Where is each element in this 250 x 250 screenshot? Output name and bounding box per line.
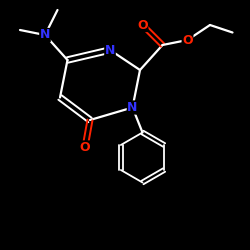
- Text: O: O: [137, 18, 148, 32]
- Text: N: N: [105, 44, 115, 57]
- Text: O: O: [182, 34, 193, 46]
- Text: N: N: [40, 28, 50, 42]
- Text: O: O: [80, 141, 90, 154]
- Text: N: N: [127, 101, 138, 114]
